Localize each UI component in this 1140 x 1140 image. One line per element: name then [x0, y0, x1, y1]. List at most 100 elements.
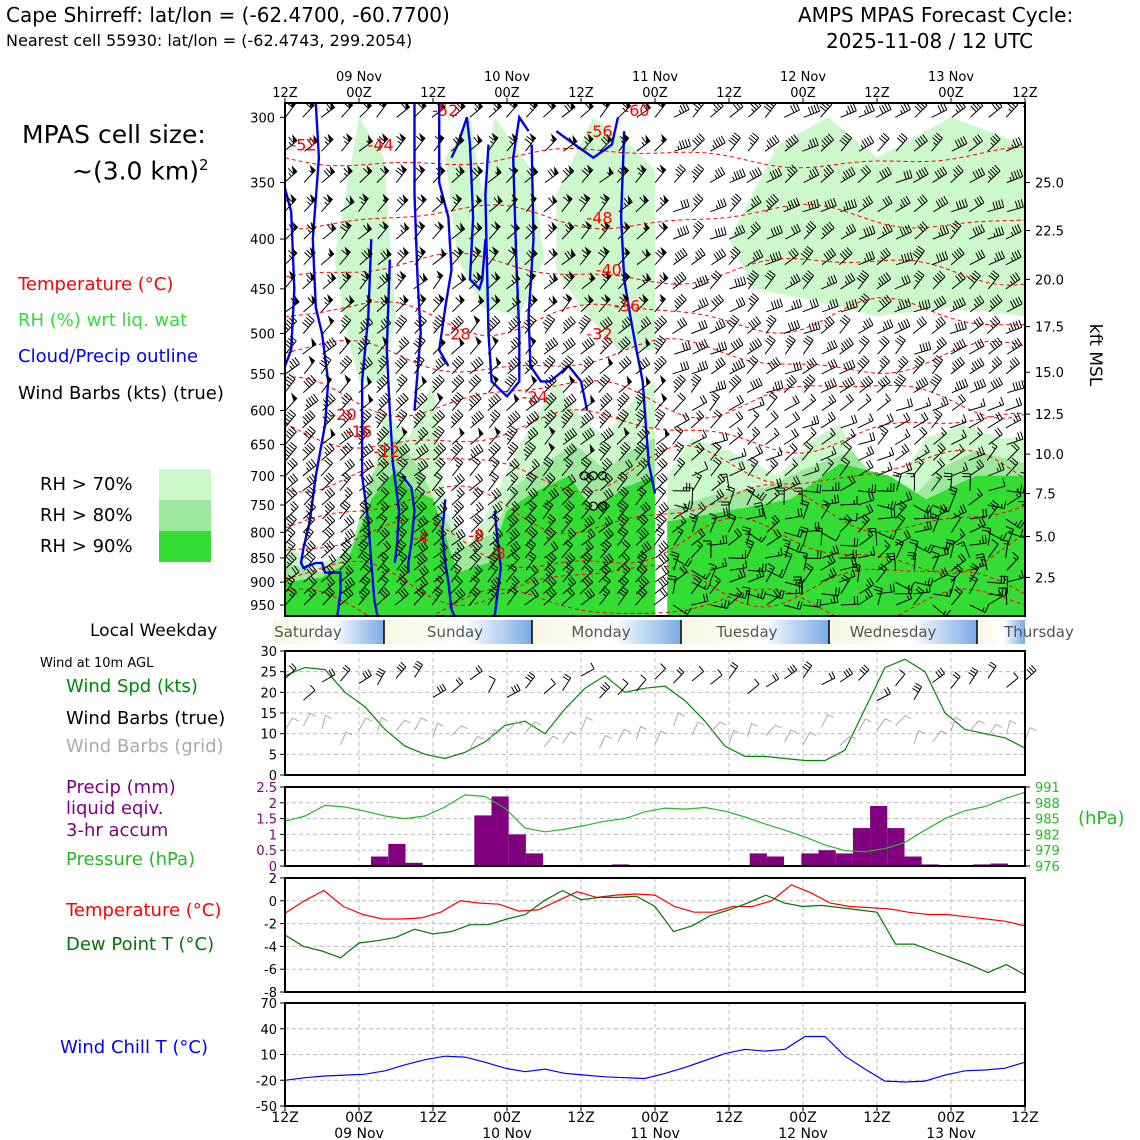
- wind-barb: [673, 374, 686, 393]
- wind-barb: [302, 540, 316, 559]
- wind-barb: [599, 457, 613, 477]
- wind-barb: [839, 376, 855, 394]
- wind-barb: [747, 490, 767, 502]
- grid-barb: [839, 735, 857, 746]
- wind-barb: [581, 486, 594, 506]
- wind-barb: [340, 409, 353, 429]
- wind-barb-flag: [548, 426, 556, 435]
- wind-barb-flag: [363, 270, 371, 280]
- wind-barb: [285, 335, 297, 355]
- wind-barb: [376, 316, 392, 334]
- wind-barb: [524, 356, 538, 375]
- wind-barb: [452, 103, 466, 118]
- wind-barb: [469, 224, 483, 240]
- precip-bar-33: [852, 828, 871, 866]
- wind-barb: [524, 168, 539, 183]
- wind-barb: [877, 319, 894, 334]
- wind-barb-flag: [661, 133, 667, 143]
- bottom-x-hour-10: 12Z: [1011, 1110, 1038, 1126]
- wind-barb: [524, 576, 539, 595]
- wind-barb: [394, 501, 409, 520]
- wind-barb: [320, 540, 335, 559]
- wind-barb: [821, 394, 837, 412]
- wind-barb: [895, 461, 913, 477]
- wind-barb: [285, 473, 299, 492]
- wind-barb: [452, 457, 464, 477]
- wind-barb: [857, 513, 870, 533]
- kft-tick-label-9: 2.5: [1035, 571, 1056, 586]
- wind-barb: [710, 135, 726, 152]
- wind-barb: [339, 500, 351, 520]
- grid-barb: [765, 724, 782, 736]
- wind-barb: [562, 552, 576, 571]
- wind-barb: [859, 577, 875, 595]
- wind-barb: [617, 500, 629, 520]
- wind-barb: [745, 485, 756, 506]
- pressure-tick-label-976: 976: [1035, 860, 1060, 875]
- wind-barb: [968, 398, 986, 412]
- wind-barb: [488, 224, 501, 240]
- wind-barb-flag: [660, 103, 666, 108]
- wind-barb: [616, 552, 631, 571]
- wind-barb: [783, 543, 804, 553]
- wind-barb: [839, 456, 851, 477]
- wind-barb: [877, 531, 897, 540]
- wind-barb: [285, 397, 298, 411]
- wind-barb: [875, 103, 892, 118]
- wind-barb: [802, 374, 816, 393]
- wind-barb: [580, 515, 595, 533]
- wind-barb: [432, 425, 445, 445]
- wind-barb: [741, 586, 751, 606]
- wind-barb: [949, 297, 966, 313]
- wind-barb: [857, 503, 874, 520]
- wind-barb: [339, 472, 352, 492]
- wind-barb: [803, 220, 817, 240]
- isotherm-label-11: -20: [331, 405, 357, 424]
- isotherm-label-5: -48: [586, 208, 612, 227]
- wind-barb: [359, 459, 374, 477]
- wind-barb: [376, 527, 390, 546]
- top-x-hour-2: 12Z: [420, 86, 446, 101]
- wind-barb: [988, 294, 1003, 313]
- wind-barb: [544, 552, 557, 571]
- legend-wind-barbs-true: Wind Barbs (true): [66, 708, 226, 729]
- wind-barb: [748, 103, 762, 118]
- wind-barb: [747, 590, 767, 600]
- bottom-x-hour-7: 00Z: [789, 1110, 816, 1126]
- wind-barb: [469, 457, 481, 477]
- wind-barb: [340, 223, 352, 240]
- surface-barb: [876, 687, 891, 701]
- wind-barb-flag: [645, 248, 651, 258]
- wind-barb: [711, 473, 726, 492]
- wind-barb: [561, 296, 573, 313]
- wind-barb: [950, 504, 967, 520]
- grid-barb: [691, 721, 705, 735]
- wind-barb: [684, 487, 694, 506]
- surface-barb: [303, 684, 316, 701]
- surface-barb: [413, 660, 424, 678]
- wind-barb: [877, 447, 895, 461]
- cycle-title: AMPS MPAS Forecast Cycle:: [798, 3, 1074, 27]
- wind-barb: [876, 272, 892, 290]
- wind-barb: [877, 335, 890, 355]
- isotherm-label-8: -28: [445, 324, 471, 343]
- wind-barb-flag: [367, 393, 373, 403]
- wind-barb: [710, 557, 728, 571]
- weekday-band-1: [384, 620, 532, 644]
- wind-barb-flag: [608, 166, 614, 176]
- wind-barb: [618, 539, 631, 559]
- precip-bar-7: [405, 862, 423, 866]
- wind-barb: [339, 564, 354, 583]
- wind-barb: [395, 431, 408, 445]
- wind-barb: [581, 551, 593, 571]
- surface-barb: [1006, 672, 1019, 688]
- wind-barb: [359, 500, 371, 520]
- wind-barb: [999, 576, 1009, 594]
- wind-barb: [765, 251, 782, 266]
- wind-barb-flag: [367, 247, 373, 257]
- wind-barb-flag: [570, 248, 576, 258]
- wind-barb: [1005, 136, 1023, 152]
- wind-barb: [857, 491, 875, 506]
- wind-barb: [321, 196, 334, 213]
- isotherm-label-12: -16: [346, 422, 372, 441]
